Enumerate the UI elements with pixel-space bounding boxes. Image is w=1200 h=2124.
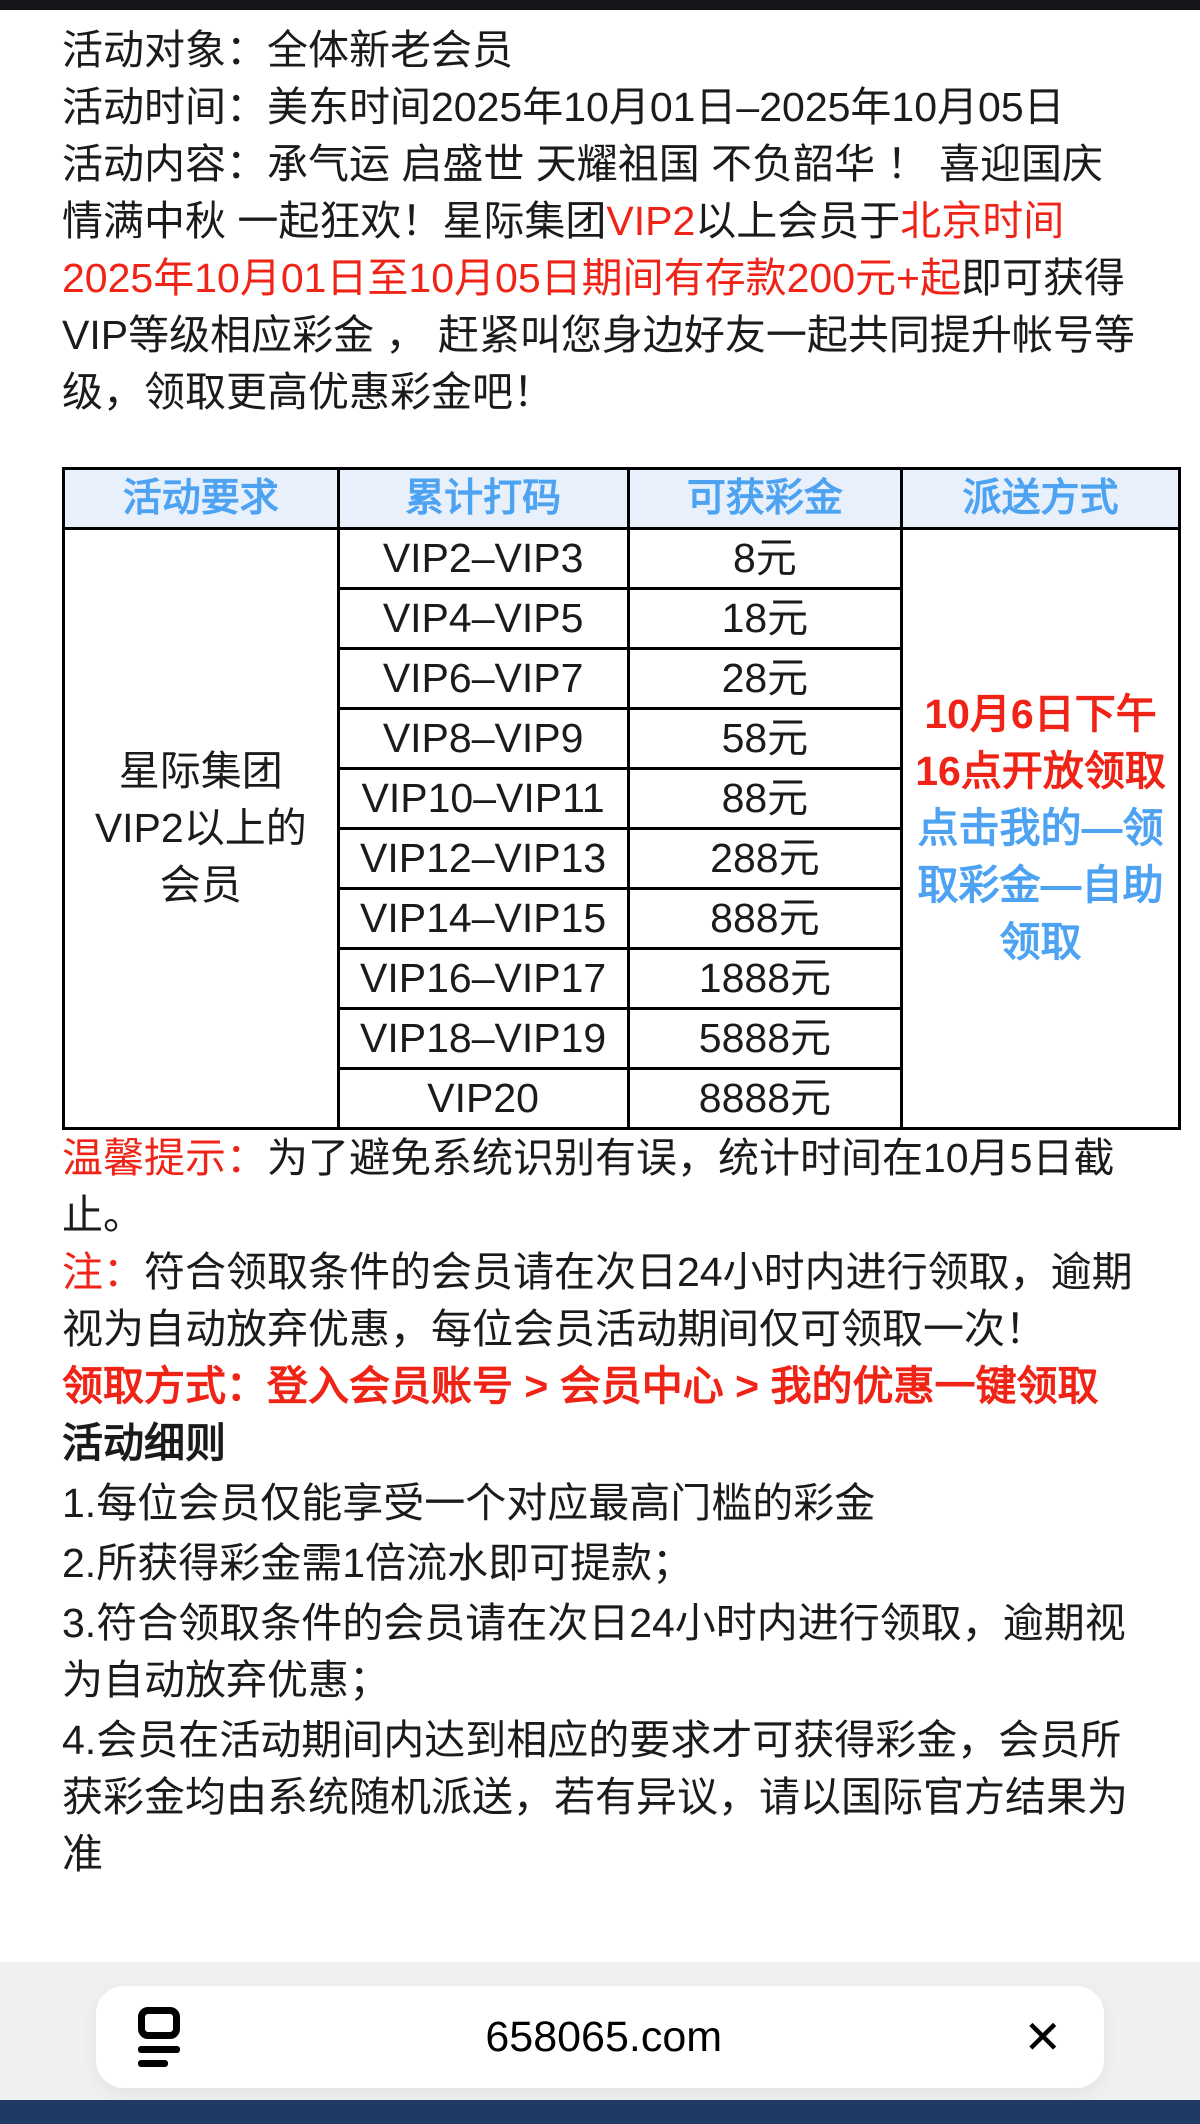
url-text: 658065.com: [485, 2012, 723, 2061]
activity-target-line: 活动对象：全体新老会员: [62, 22, 1152, 79]
activity-target-value: 全体新老会员: [267, 27, 513, 73]
activity-content-highlight-vip: VIP2: [606, 198, 696, 244]
tier-cell: VIP10–VIP11: [336, 767, 630, 830]
table-row: VIP12–VIP13 288元: [64, 827, 1180, 890]
requirement-cell: 星际集团VIP2以上的会员: [62, 527, 340, 1130]
table-row: VIP6–VIP7 28元: [64, 647, 1180, 710]
delivery-time-text: 10月6日下午16点开放领取: [915, 691, 1166, 794]
bonus-cell: 1888元: [626, 947, 904, 1010]
reader-icon[interactable]: [138, 2007, 184, 2067]
note-line: 注：符合领取条件的会员请在次日24小时内进行领取，逾期视为自动放弃优惠，每位会员…: [62, 1244, 1152, 1358]
rule-item: 4.会员在活动期间内达到相应的要求才可获得彩金，会员所获彩金均由系统随机派送，若…: [62, 1717, 1128, 1877]
tier-cell: VIP14–VIP15: [336, 887, 630, 950]
table-row: VIP10–VIP11 88元: [64, 767, 1180, 830]
bonus-cell: 8元: [626, 527, 904, 590]
activity-content-text: 承气运 启盛世 天耀祖国 不负韶华 ！ 喜迎国庆 情满中秋 一起狂欢！星际集团: [62, 141, 1103, 244]
note-text: 符合领取条件的会员请在次日24小时内进行领取，逾期视为自动放弃优惠，每位会员活动…: [62, 1249, 1133, 1352]
rule-item: 2.所获得彩金需1倍流水即可提款；: [62, 1540, 693, 1586]
bonus-cell: 88元: [626, 767, 904, 830]
tier-cell: VIP8–VIP9: [336, 707, 630, 770]
browser-bottom-overlay: 658065.com ✕: [0, 1962, 1200, 2124]
promo-table: 活动要求 累计打码 可获彩金 派送方式 星际集团VIP2以上的会员 VIP2–VI…: [62, 467, 1181, 1130]
bonus-cell: 18元: [626, 587, 904, 650]
tier-cell: VIP2–VIP3: [336, 527, 630, 590]
activity-time-line: 活动时间：美东时间2025年10月01日–2025年10月05日: [62, 79, 1152, 136]
table-row: VIP4–VIP5 18元: [64, 587, 1180, 650]
table-row: VIP20 8888元: [64, 1067, 1180, 1130]
page-top-strip: [0, 0, 1200, 10]
bonus-cell: 5888元: [626, 1007, 904, 1070]
tier-cell: VIP12–VIP13: [336, 827, 630, 890]
promo-content: 活动对象：全体新老会员 活动时间：美东时间2025年10月01日–2025年10…: [0, 10, 1200, 1883]
warm-tip-label: 温馨提示：: [62, 1135, 267, 1181]
rule-item: 1.每位会员仅能享受一个对应最高门槛的彩金: [62, 1480, 876, 1526]
tier-cell: VIP20: [336, 1067, 630, 1130]
close-icon[interactable]: ✕: [1023, 2011, 1062, 2063]
tier-cell: VIP4–VIP5: [336, 587, 630, 650]
activity-target-label: 活动对象：: [62, 27, 267, 73]
bonus-cell: 8888元: [626, 1067, 904, 1130]
activity-time-value: 美东时间2025年10月01日–2025年10月05日: [267, 84, 1065, 130]
bonus-cell: 288元: [626, 827, 904, 890]
table-row: VIP8–VIP9 58元: [64, 707, 1180, 770]
delivery-cell: 10月6日下午16点开放领取点击我的—领取彩金—自助领取: [900, 527, 1181, 1130]
warm-tip-line: 温馨提示：为了避免系统识别有误，统计时间在10月5日截止。: [62, 1130, 1152, 1244]
header-available-bonus: 可获彩金: [626, 467, 904, 530]
table-header-row: 活动要求 累计打码 可获彩金 派送方式: [62, 467, 1181, 530]
tier-cell: VIP6–VIP7: [336, 647, 630, 710]
header-accumulated-wager: 累计打码: [336, 467, 630, 530]
bonus-cell: 28元: [626, 647, 904, 710]
activity-content-text: 即可获得VIP等级相应彩金 ， 赶紧叫您身边好友一起共同提升帐号等级，领取更高优…: [62, 255, 1135, 415]
rule-item: 3.符合领取条件的会员请在次日24小时内进行领取，逾期视为自动放弃优惠；: [62, 1600, 1126, 1703]
activity-content-highlight-period: 北京时间2025年10月01日至10月05日期间有存款200元+起: [62, 198, 1065, 301]
activity-time-label: 活动时间：: [62, 84, 267, 130]
tier-cell: VIP16–VIP17: [336, 947, 630, 1010]
warm-tip-text: 为了避免系统识别有误，统计时间在10月5日截止。: [62, 1135, 1115, 1238]
activity-description: 活动内容：承气运 启盛世 天耀祖国 不负韶华 ！ 喜迎国庆 情满中秋 一起狂欢！…: [62, 136, 1152, 421]
table-row: 星际集团VIP2以上的会员 VIP2–VIP3 8元 10月6日下午16点开放领取 点击…: [62, 527, 1181, 1130]
bonus-cell: 888元: [626, 887, 904, 950]
rules-list: 1.每位会员仅能享受一个对应最高门槛的彩金 2.所获得彩金需1倍流水即可提款； 3.…: [62, 1475, 1152, 1883]
browser-url-card[interactable]: 658065.com ✕: [96, 1986, 1104, 2088]
table-row: VIP18–VIP19 5888元: [64, 1007, 1180, 1070]
delivery-path-text: 点击我的—领取彩金—自助领取: [917, 805, 1164, 965]
activity-content-text: 以上会员于: [695, 198, 901, 244]
note-label: 注：: [62, 1249, 144, 1295]
header-activity-requirement: 活动要求: [62, 467, 340, 530]
header-delivery-method: 派送方式: [900, 467, 1181, 530]
tier-cell: VIP18–VIP19: [336, 1007, 630, 1070]
claim-method-line: 领取方式：登入会员账号 > 会员中心 > 我的优惠一键领取: [62, 1363, 1099, 1409]
bottom-navy-bar: [0, 2100, 1200, 2124]
table-row: VIP14–VIP15 888元: [64, 887, 1180, 950]
activity-content-label: 活动内容：: [62, 141, 267, 187]
rules-title: 活动细则: [62, 1420, 226, 1466]
bonus-cell: 58元: [626, 707, 904, 770]
table-row: VIP16–VIP17 1888元: [64, 947, 1180, 1010]
